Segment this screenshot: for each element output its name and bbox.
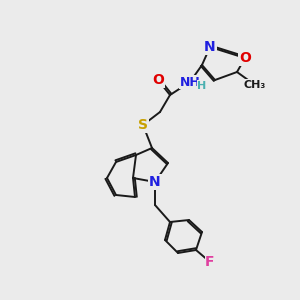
Text: S: S — [138, 118, 148, 132]
Text: N: N — [204, 40, 216, 54]
Text: O: O — [239, 51, 251, 65]
Text: NH: NH — [180, 76, 200, 88]
Text: N: N — [149, 175, 161, 189]
Text: CH₃: CH₃ — [244, 80, 266, 90]
Text: H: H — [197, 81, 207, 91]
Text: O: O — [152, 73, 164, 87]
Text: F: F — [205, 255, 215, 269]
